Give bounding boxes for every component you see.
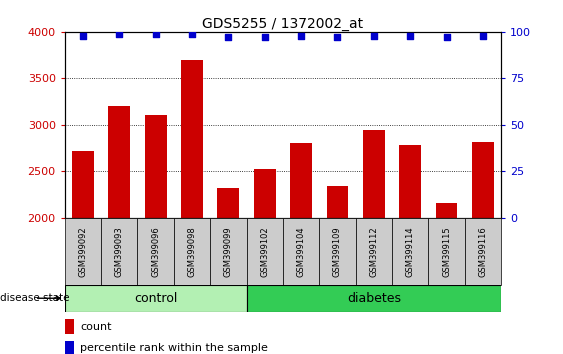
- Bar: [65, 341, 74, 354]
- Point: [151, 31, 160, 36]
- Text: GSM399104: GSM399104: [297, 226, 306, 277]
- FancyBboxPatch shape: [101, 218, 137, 285]
- Text: GSM399099: GSM399099: [224, 226, 233, 277]
- Bar: [145, 115, 167, 354]
- Point: [369, 33, 378, 39]
- Bar: [254, 170, 276, 354]
- Text: GSM399112: GSM399112: [369, 226, 378, 277]
- Bar: [363, 130, 385, 354]
- Text: diabetes: diabetes: [347, 292, 401, 305]
- Text: GSM399116: GSM399116: [479, 226, 488, 277]
- FancyBboxPatch shape: [137, 218, 174, 285]
- Bar: [65, 319, 74, 334]
- FancyBboxPatch shape: [247, 285, 501, 312]
- Point: [115, 31, 124, 36]
- Bar: [72, 151, 94, 354]
- Bar: [436, 203, 457, 354]
- FancyBboxPatch shape: [464, 218, 501, 285]
- Bar: [108, 106, 130, 354]
- Point: [297, 33, 306, 39]
- Point: [406, 33, 415, 39]
- Bar: [327, 186, 348, 354]
- Point: [260, 35, 269, 40]
- Text: GSM399096: GSM399096: [151, 226, 160, 277]
- FancyBboxPatch shape: [247, 218, 283, 285]
- Text: GSM399092: GSM399092: [78, 226, 87, 277]
- Bar: [472, 142, 494, 354]
- FancyBboxPatch shape: [65, 285, 247, 312]
- Bar: [217, 188, 239, 354]
- FancyBboxPatch shape: [210, 218, 247, 285]
- Title: GDS5255 / 1372002_at: GDS5255 / 1372002_at: [202, 17, 364, 31]
- FancyBboxPatch shape: [283, 218, 319, 285]
- Text: GSM399114: GSM399114: [406, 226, 415, 277]
- Text: GSM399102: GSM399102: [260, 226, 269, 277]
- Text: GSM399115: GSM399115: [442, 226, 451, 277]
- FancyBboxPatch shape: [356, 218, 392, 285]
- FancyBboxPatch shape: [319, 218, 356, 285]
- Point: [78, 33, 87, 39]
- Text: GSM399109: GSM399109: [333, 226, 342, 277]
- Point: [333, 35, 342, 40]
- Text: control: control: [134, 292, 177, 305]
- Text: GSM399093: GSM399093: [115, 226, 124, 277]
- Text: percentile rank within the sample: percentile rank within the sample: [80, 343, 268, 353]
- Text: disease state: disease state: [0, 293, 69, 303]
- FancyBboxPatch shape: [392, 218, 428, 285]
- Point: [224, 35, 233, 40]
- Bar: [181, 60, 203, 354]
- Bar: [290, 143, 312, 354]
- FancyBboxPatch shape: [65, 218, 101, 285]
- Point: [479, 33, 488, 39]
- FancyBboxPatch shape: [174, 218, 210, 285]
- FancyBboxPatch shape: [428, 218, 464, 285]
- Text: GSM399098: GSM399098: [187, 226, 196, 277]
- Point: [187, 31, 196, 36]
- Text: count: count: [80, 322, 111, 332]
- Bar: [399, 145, 421, 354]
- Point: [442, 35, 451, 40]
